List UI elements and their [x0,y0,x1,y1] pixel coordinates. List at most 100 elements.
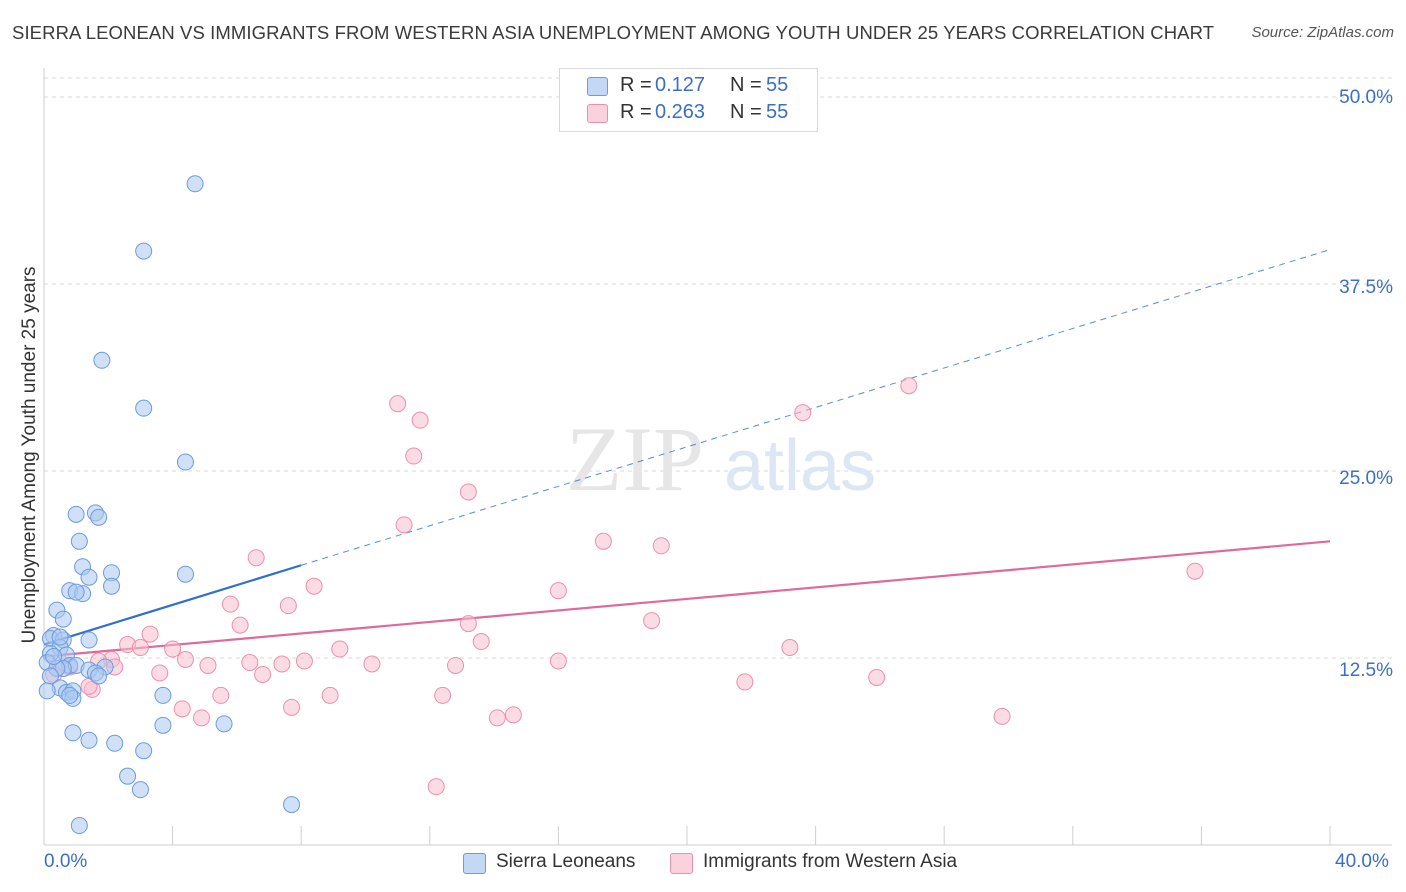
n-label: N = [730,74,762,96]
legend-swatch-blue [587,77,608,96]
points-sierra-leoneans [38,175,301,835]
data-point-immigrants-western-asia [193,709,211,727]
data-point-immigrants-western-asia [283,698,301,716]
data-point-immigrants-western-asia [363,655,381,673]
watermark: ZIP atlas [566,408,876,510]
data-point-sierra-leoneans [135,399,153,417]
data-point-immigrants-western-asia [279,597,297,615]
data-point-immigrants-western-asia [151,664,169,682]
data-point-sierra-leoneans [215,715,233,733]
data-point-sierra-leoneans [45,648,63,666]
data-point-immigrants-western-asia [868,668,886,686]
data-point-sierra-leoneans [38,682,56,700]
data-point-immigrants-western-asia [488,709,506,727]
data-point-sierra-leoneans [135,242,153,260]
data-point-sierra-leoneans [90,667,108,685]
data-point-sierra-leoneans [51,628,69,646]
y-axis-label: Unemployment Among Youth under 25 years [19,266,40,643]
data-point-immigrants-western-asia [794,404,812,422]
data-point-immigrants-western-asia [459,483,477,501]
legend-label: Immigrants from Western Asia [703,851,958,872]
x-tick-label-max: 40.0% [1335,851,1389,872]
data-point-sierra-leoneans [135,742,153,760]
data-point-immigrants-western-asia [411,411,429,429]
data-point-immigrants-western-asia [900,377,918,395]
legend-swatch-pink [587,104,608,123]
trend-line-extension-sierra-leoneans [301,249,1331,566]
data-point-sierra-leoneans [131,781,149,799]
source-credit: Source: ZipAtlas.com [1251,24,1394,41]
data-point-sierra-leoneans [54,610,72,628]
data-point-immigrants-western-asia [254,665,272,683]
y-tick-label: 37.5% [1339,277,1393,298]
data-point-sierra-leoneans [106,734,124,752]
trend-lines [43,249,1331,658]
data-point-sierra-leoneans [176,565,194,583]
data-point-sierra-leoneans [186,175,204,193]
data-point-immigrants-western-asia [273,655,291,673]
data-point-immigrants-western-asia [221,595,239,613]
data-point-immigrants-western-asia [395,516,413,534]
data-point-sierra-leoneans [67,505,85,523]
data-point-immigrants-western-asia [472,633,490,651]
data-point-immigrants-western-asia [504,706,522,724]
chart-title: SIERRA LEONEAN VS IMMIGRANTS FROM WESTER… [12,22,1215,43]
data-point-immigrants-western-asia [295,652,313,670]
legend-swatch-blue [463,853,486,874]
data-point-sierra-leoneans [70,817,88,835]
data-point-immigrants-western-asia [447,656,465,674]
legend-row-immigrants-western-asia: R = 0.263 N = 55 [560,100,817,126]
data-point-sierra-leoneans [283,796,301,814]
data-point-immigrants-western-asia [164,640,182,658]
data-point-sierra-leoneans [154,686,172,704]
data-point-sierra-leoneans [154,716,172,734]
data-point-sierra-leoneans [103,577,121,595]
data-point-sierra-leoneans [80,631,98,649]
data-point-immigrants-western-asia [212,686,230,704]
trend-line-immigrants-western-asia [43,540,1331,658]
data-point-immigrants-western-asia [231,616,249,634]
data-point-immigrants-western-asia [247,549,265,567]
data-point-immigrants-western-asia [993,707,1011,725]
r-value: 0.127 [655,74,706,96]
legend-label: Sierra Leoneans [496,851,636,872]
data-point-immigrants-western-asia [459,615,477,633]
data-point-immigrants-western-asia [331,640,349,658]
y-tick-label: 25.0% [1339,468,1393,489]
n-label: N = [730,101,762,123]
data-point-immigrants-western-asia [549,652,567,670]
data-point-immigrants-western-asia [131,639,149,657]
data-point-sierra-leoneans [90,508,108,526]
correlation-legend: R = 0.127 N = 55 R = 0.263 N = 55 [559,68,818,132]
y-tick-label: 50.0% [1339,87,1393,108]
data-point-immigrants-western-asia [594,532,612,550]
data-point-immigrants-western-asia [389,395,407,413]
r-label: R = [620,74,652,96]
data-point-sierra-leoneans [64,724,82,742]
data-point-immigrants-western-asia [427,778,445,796]
data-point-sierra-leoneans [67,583,85,601]
data-point-sierra-leoneans [176,453,194,471]
y-tick-label: 12.5% [1339,660,1393,681]
data-point-immigrants-western-asia [173,700,191,718]
data-point-immigrants-western-asia [305,577,323,595]
data-point-sierra-leoneans [119,767,137,785]
data-point-immigrants-western-asia [1186,562,1204,580]
watermark-atlas: atlas [724,426,876,506]
data-point-sierra-leoneans [80,731,98,749]
data-point-immigrants-western-asia [652,537,670,555]
x-tick-label-min: 0.0% [44,851,88,872]
data-point-immigrants-western-asia [321,686,339,704]
data-point-immigrants-western-asia [199,656,217,674]
data-point-sierra-leoneans [70,532,88,550]
watermark-zip: ZIP [566,408,704,510]
data-point-immigrants-western-asia [405,447,423,465]
data-point-immigrants-western-asia [434,686,452,704]
r-value: 0.263 [655,101,706,123]
data-point-immigrants-western-asia [241,653,259,671]
data-point-sierra-leoneans [61,686,79,704]
trend-line-sierra-leoneans [43,564,302,646]
data-point-immigrants-western-asia [643,612,661,630]
data-point-immigrants-western-asia [736,673,754,691]
